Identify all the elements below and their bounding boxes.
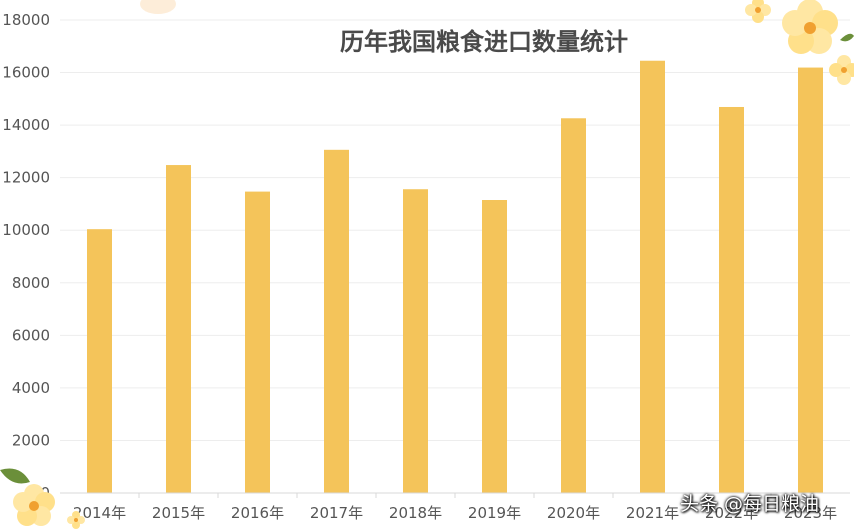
y-tick-label: 2000 — [12, 431, 50, 449]
x-tick-label: 2020年 — [547, 504, 600, 522]
bar — [166, 165, 191, 493]
chart-title: 历年我国粮食进口数量统计 — [340, 28, 628, 56]
x-tick-label: 2017年 — [310, 504, 363, 522]
corner-decoration-icon — [140, 0, 176, 14]
x-tick-label: 2023年 — [784, 504, 837, 522]
x-axis-ticks: 2014年 2015年 2016年 2017年 2018年 2019年 2020年 2021年… — [73, 493, 837, 522]
bar — [245, 191, 270, 494]
y-tick-label: 6000 — [12, 326, 50, 344]
x-tick-label: 2022年 — [705, 504, 758, 522]
y-tick-label: 18000 — [2, 11, 50, 29]
x-tick-label: 2021年 — [626, 504, 679, 522]
x-tick-label: 2019年 — [468, 504, 521, 522]
bar — [798, 67, 823, 493]
x-tick-label: 2014年 — [73, 504, 126, 522]
x-tick-label: 2015年 — [152, 504, 205, 522]
y-tick-label: 16000 — [2, 64, 50, 82]
y-tick-label: 12000 — [2, 169, 50, 187]
bar — [482, 200, 507, 493]
y-tick-label: 10000 — [2, 221, 50, 239]
flower-decoration-icon — [0, 468, 85, 529]
bar — [719, 106, 744, 494]
y-tick-label: 4000 — [12, 379, 50, 397]
watermark: 头条 @每日粮油 — [680, 493, 820, 515]
bar — [561, 118, 586, 493]
bar — [640, 60, 665, 493]
y-tick-label: 14000 — [2, 116, 50, 134]
gridlines — [60, 19, 850, 494]
bar — [403, 189, 428, 493]
bar — [324, 149, 349, 493]
x-tick-label: 2016年 — [231, 504, 284, 522]
x-tick-label: 2018年 — [389, 504, 442, 522]
y-axis-ticks: 0200040006000800010000120001400016000180… — [2, 11, 50, 502]
bars — [87, 60, 823, 494]
flower-decoration-icon — [829, 55, 854, 85]
bar — [87, 229, 112, 493]
flower-decoration-icon — [745, 0, 854, 54]
y-tick-label: 8000 — [12, 274, 50, 292]
